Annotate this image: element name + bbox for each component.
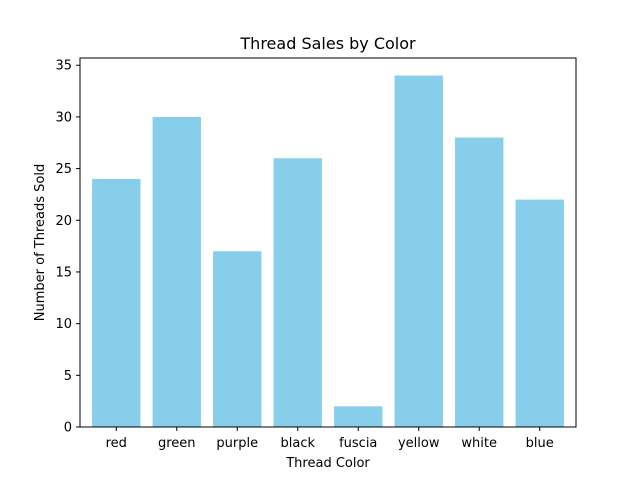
x-tick-label: blue [526, 436, 554, 451]
y-tick-label: 20 [55, 214, 72, 229]
bar-yellow [394, 75, 443, 427]
bar-green [152, 116, 201, 428]
x-axis-ticks: red green purple black fuscia yellow white blue [106, 427, 554, 451]
y-tick-label: 0 [64, 421, 72, 436]
plot-frame [79, 57, 577, 428]
x-axis-label: Thread Color [285, 456, 370, 471]
x-tick-label: white [461, 436, 497, 451]
y-tick-label: 5 [64, 369, 72, 384]
bars [92, 75, 564, 428]
x-tick-label: black [280, 436, 315, 451]
bar-fuscia [334, 406, 383, 427]
y-tick-label: 35 [55, 59, 72, 74]
bar-purple [213, 251, 262, 427]
bar-blue [515, 199, 564, 427]
x-tick-label: purple [216, 436, 258, 451]
chart-title: Thread Sales by Color [239, 34, 416, 53]
y-axis-label: Number of Threads Sold [33, 164, 48, 321]
x-tick-label: fuscia [339, 436, 377, 451]
bar-black [273, 158, 322, 427]
y-tick-label: 15 [55, 265, 72, 280]
x-tick-label: yellow [398, 436, 440, 451]
bar-white [455, 137, 504, 427]
y-axis-ticks: 0 5 10 15 20 25 30 35 [55, 59, 80, 436]
y-tick-label: 10 [55, 317, 72, 332]
x-tick-label: red [106, 436, 127, 451]
y-tick-label: 30 [55, 110, 72, 125]
x-tick-label: green [158, 436, 196, 451]
y-tick-label: 25 [55, 162, 72, 177]
bar-red [92, 178, 141, 427]
